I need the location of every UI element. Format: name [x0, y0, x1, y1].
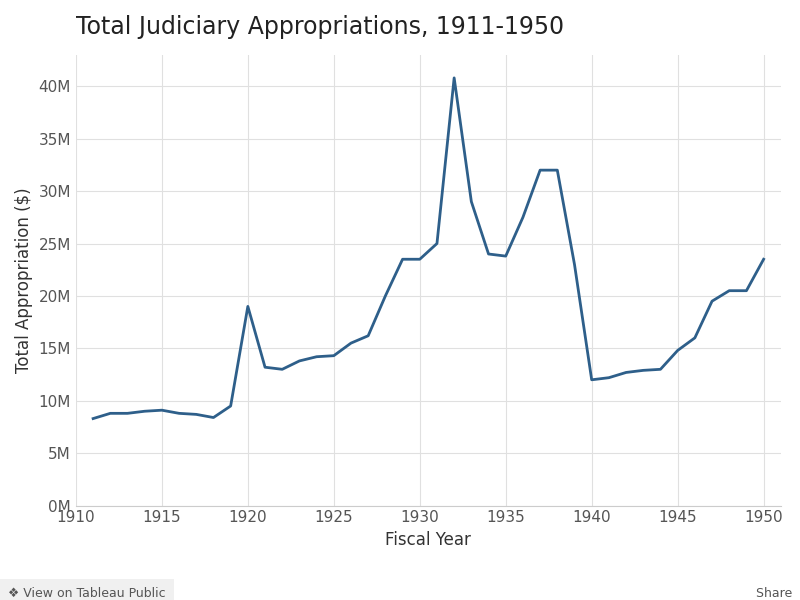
X-axis label: Fiscal Year: Fiscal Year	[386, 531, 471, 549]
Y-axis label: Total Appropriation ($): Total Appropriation ($)	[15, 187, 33, 373]
Text: ❖ View on Tableau Public: ❖ View on Tableau Public	[0, 587, 166, 600]
Text: Total Judiciary Appropriations, 1911-1950: Total Judiciary Appropriations, 1911-195…	[76, 15, 564, 39]
Text: Share: Share	[756, 587, 800, 600]
